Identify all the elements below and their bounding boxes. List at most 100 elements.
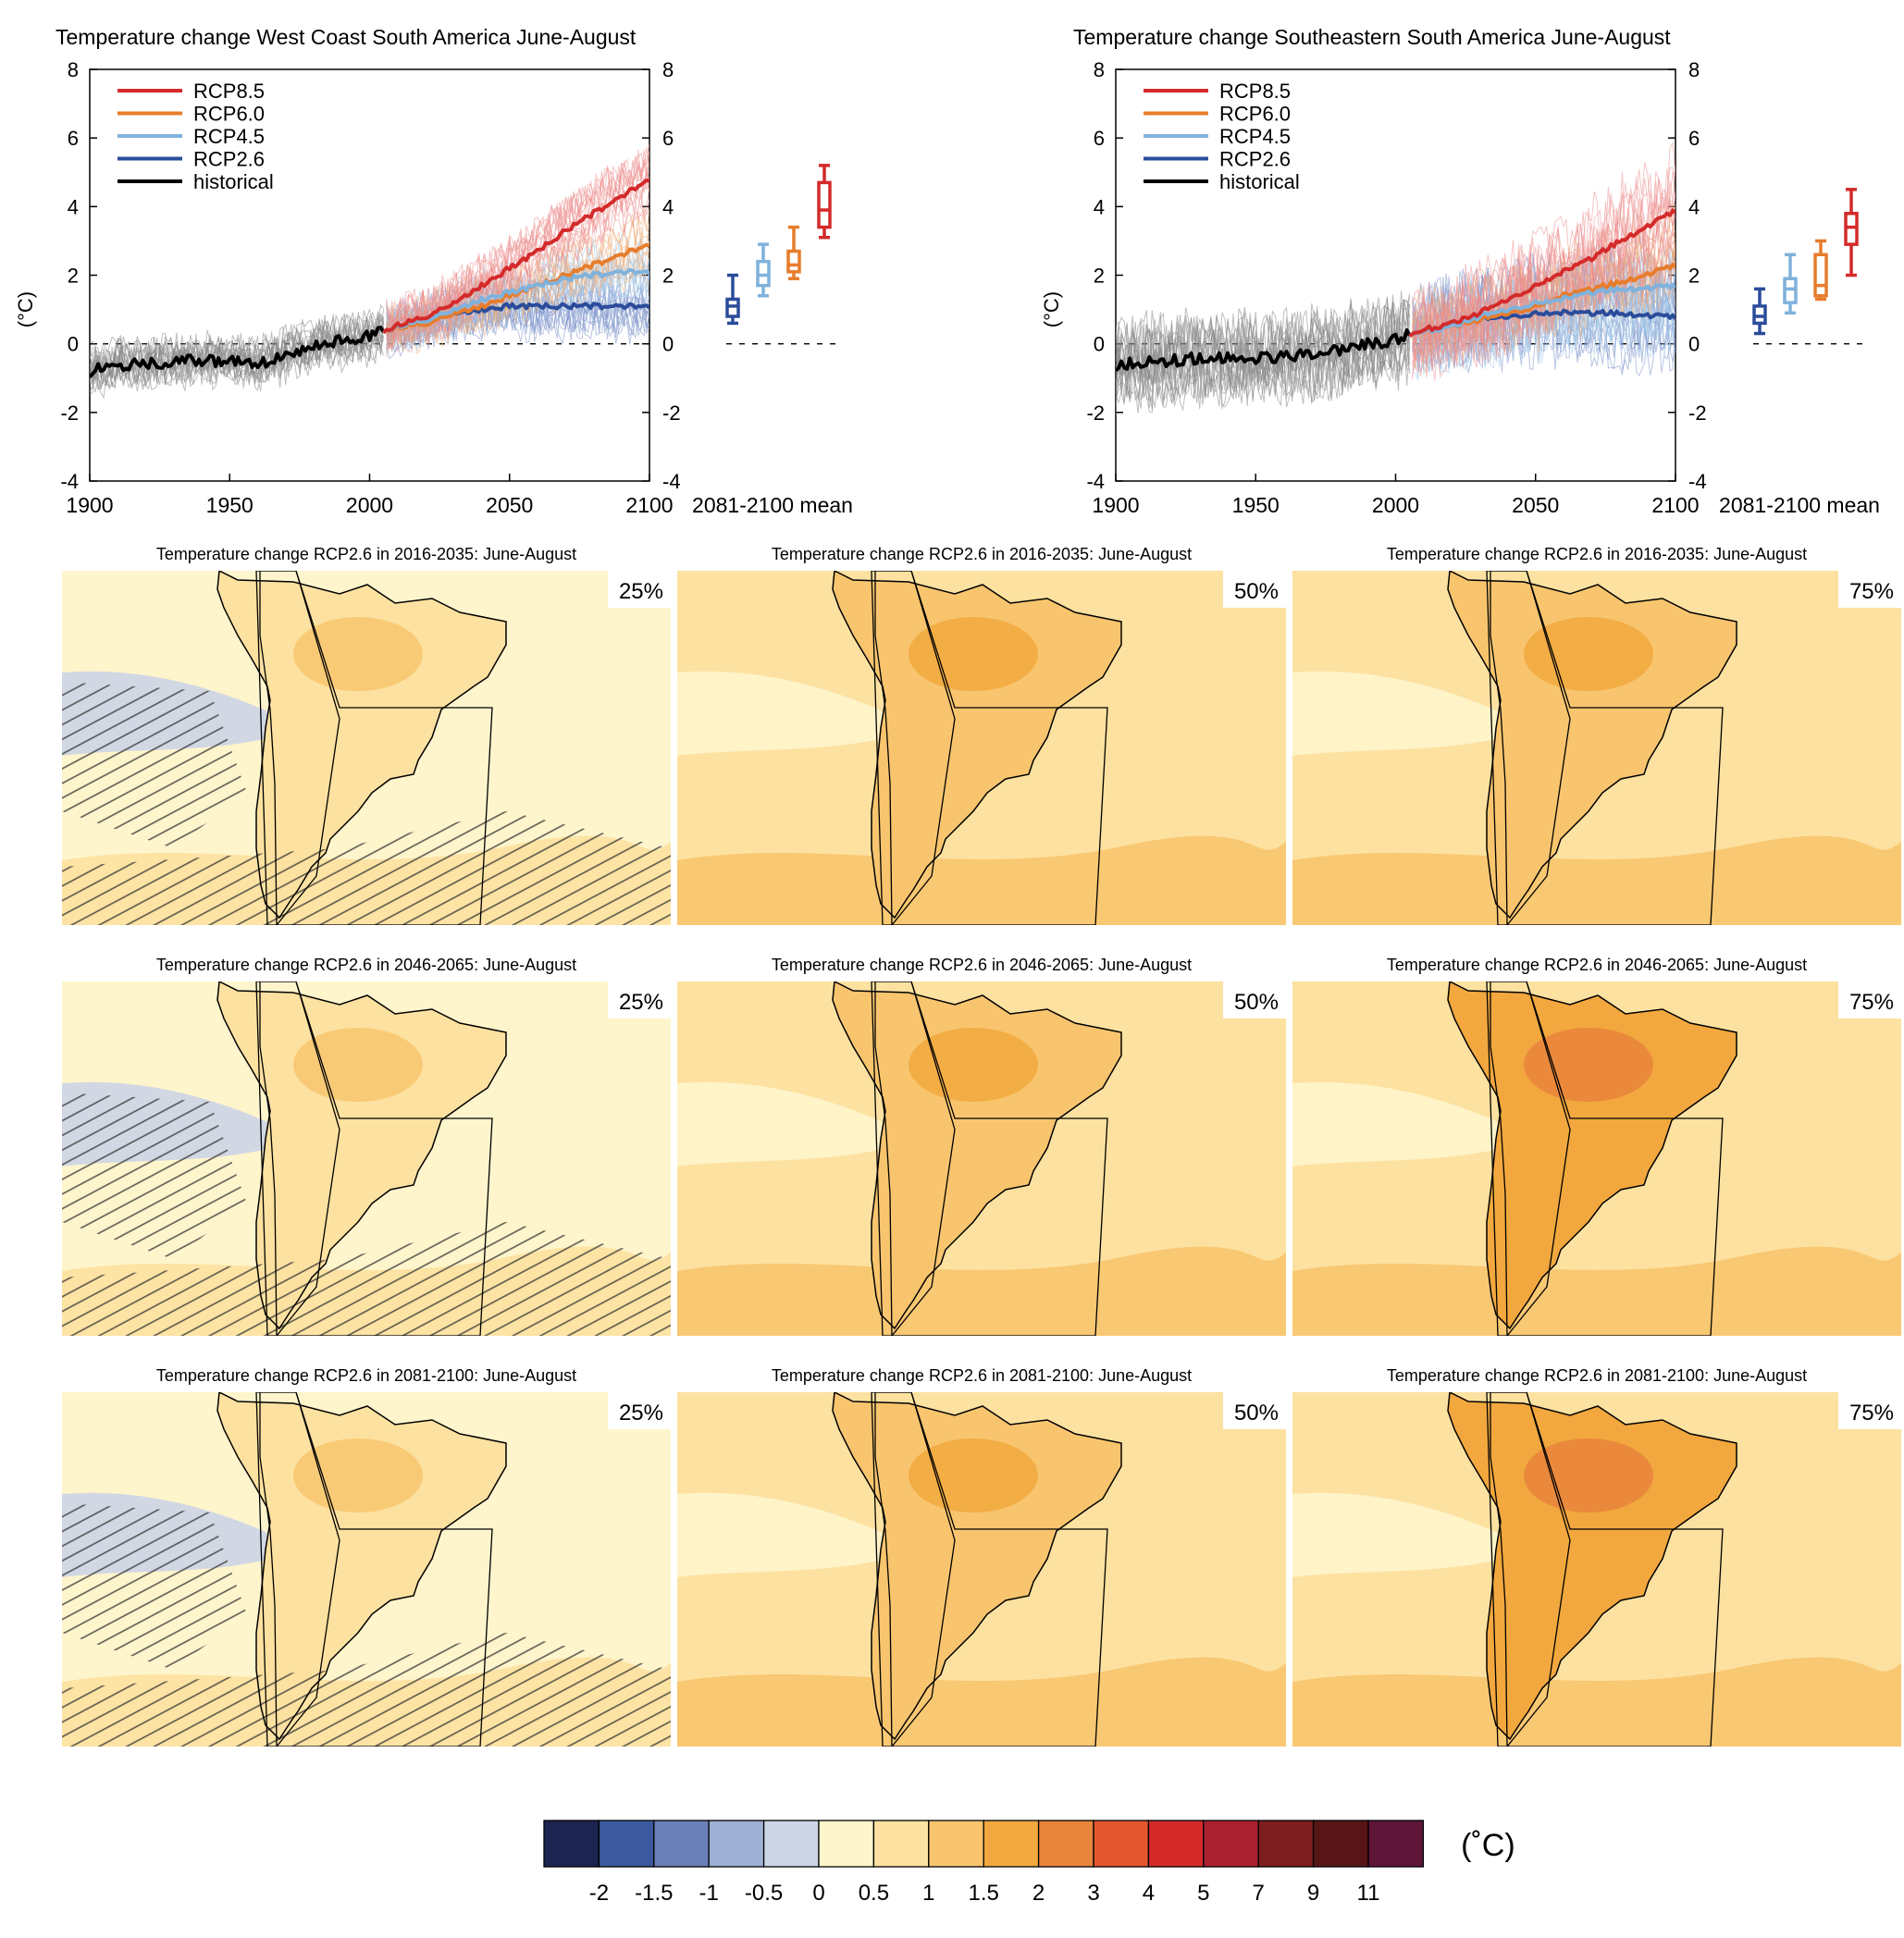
region-outline-west-coast [874, 571, 956, 925]
percentile-label: 25% [619, 990, 663, 1015]
map-field [677, 1392, 1286, 1747]
legend-label: RCP2.6 [193, 148, 265, 171]
map-field [62, 1392, 671, 1747]
y-tick-label-right: 0 [662, 333, 674, 356]
x-tick-label: 2050 [486, 493, 533, 517]
coastline [216, 981, 507, 1330]
x-tick-label: 1950 [206, 493, 253, 517]
percentile-label: 25% [619, 1401, 663, 1426]
boxplot-rcp85 [1844, 188, 1859, 278]
colorbar-tick-label: 2 [1032, 1881, 1045, 1906]
boxplot-box [1813, 253, 1828, 298]
region-outline-southeast [1486, 1392, 1724, 1747]
y-axis-label: (°C) [14, 291, 37, 327]
region-outline-west-coast [1490, 571, 1571, 925]
y-tick-label-left: 2 [68, 265, 79, 288]
colorbar-segment [1037, 1820, 1094, 1868]
y-tick-label-left: 6 [68, 127, 79, 150]
y-tick-label-left: 4 [68, 195, 79, 218]
x-tick-label: 1950 [1232, 493, 1280, 517]
coastline [1447, 981, 1737, 1330]
map-panel-9: Temperature change RCP2.6 in 2081-2100: … [1292, 1366, 1901, 1747]
percentile-label: 50% [1234, 579, 1279, 604]
ensemble-member-historical [1116, 295, 1411, 384]
y-tick-label-right: 6 [1688, 127, 1700, 150]
colorbar-tick-label: 0.5 [859, 1881, 889, 1906]
percentile-tag-bg [1838, 571, 1901, 608]
colorbar-segment [1257, 1820, 1315, 1868]
y-tick-label-right: 8 [1688, 58, 1700, 81]
boxplot-box [756, 259, 771, 288]
ensemble-member-RCP8.5 [1412, 224, 1675, 370]
map-panel-3: Temperature change RCP2.6 in 2016-2035: … [1292, 545, 1901, 925]
percentile-tag-bg [1838, 981, 1901, 1018]
colorbar-tick-label: -0.5 [745, 1881, 783, 1906]
percentile-label: 75% [1849, 1401, 1894, 1426]
colorbar-segment [1312, 1820, 1369, 1868]
y-tick-label-left: -4 [60, 470, 79, 493]
map-panel-7: Temperature change RCP2.6 in 2081-2100: … [62, 1366, 671, 1747]
ensemble-member-historical [90, 308, 384, 371]
colorbar-segment [653, 1820, 710, 1868]
boxplot-rcp45 [756, 242, 771, 298]
percentile-tag-bg [1223, 981, 1286, 1018]
legend-label: historical [1219, 170, 1300, 193]
y-tick-label-left: 4 [1094, 195, 1105, 218]
map-field [677, 981, 1286, 1336]
map-title: Temperature change RCP2.6 in 2016-2035: … [772, 545, 1192, 563]
land-field [833, 571, 1121, 918]
map-field [1292, 981, 1901, 1336]
legend-label: RCP2.6 [1219, 148, 1291, 171]
x-tick-label: 1900 [66, 493, 113, 517]
coastline [832, 981, 1122, 1330]
colorbar-tick-label: 4 [1143, 1881, 1155, 1906]
legend-label: RCP4.5 [1219, 125, 1291, 148]
mean-line-rcp85 [1408, 208, 1675, 338]
pacific-tongue [1292, 671, 1533, 756]
percentile-label: 25% [619, 579, 663, 604]
boxplot-rcp26 [1752, 287, 1767, 336]
boxplot-box [1844, 212, 1859, 246]
boxplot-box [1752, 304, 1767, 326]
percentile-tag-bg [608, 571, 671, 608]
mean-line-rcp85 [382, 178, 649, 335]
region-outline-southeast [255, 1392, 493, 1747]
legend-label: RCP6.0 [1219, 103, 1291, 126]
plot-area [1116, 141, 1675, 415]
y-tick-label-right: 4 [662, 195, 674, 218]
percentile-label: 50% [1234, 1401, 1279, 1426]
colorbar-segment [928, 1820, 984, 1868]
ensemble-member-RCP8.5 [1412, 141, 1675, 338]
boxplots: 2081-2100 mean [692, 164, 853, 517]
map-title: Temperature change RCP2.6 in 2016-2035: … [1387, 545, 1807, 563]
y-tick-label-left: 0 [1094, 333, 1105, 356]
hatched-region [62, 682, 247, 848]
percentile-label: 75% [1849, 579, 1894, 604]
mean-line-historical [90, 326, 386, 379]
colorbar-tick-label: 1 [922, 1881, 934, 1906]
percentile-tag-bg [1223, 1392, 1286, 1429]
colorbar-tick-label: 0 [812, 1881, 824, 1906]
mean-line-historical [1116, 327, 1412, 372]
colorbar-segment [818, 1820, 875, 1868]
colorbar-segment [1367, 1820, 1425, 1868]
southern-ocean-band [677, 1246, 1286, 1336]
panel-title: Temperature change Southeastern South Am… [1073, 25, 1671, 49]
percentile-tag-bg [1223, 571, 1286, 608]
boxplot-box [725, 297, 740, 318]
y-tick-label-left: -2 [1086, 401, 1105, 425]
colorbar-unit: (˚C) [1461, 1828, 1515, 1863]
map-title: Temperature change RCP2.6 in 2046-2065: … [156, 956, 576, 974]
timeseries-panel-2: Temperature change Southeastern South Am… [1040, 25, 1880, 517]
colorbar-segment [983, 1820, 1040, 1868]
colorbar-tick-label: 5 [1197, 1881, 1209, 1906]
y-tick-label-left: 0 [68, 333, 79, 356]
southern-ocean-band [1292, 835, 1901, 925]
boxplot-rcp85 [817, 164, 832, 240]
map-panel-5: Temperature change RCP2.6 in 2046-2065: … [677, 956, 1286, 1336]
legend-label: RCP8.5 [193, 80, 265, 103]
legend-label: RCP4.5 [193, 125, 265, 148]
percentile-label: 75% [1849, 990, 1894, 1015]
southern-ocean-band [677, 835, 1286, 925]
